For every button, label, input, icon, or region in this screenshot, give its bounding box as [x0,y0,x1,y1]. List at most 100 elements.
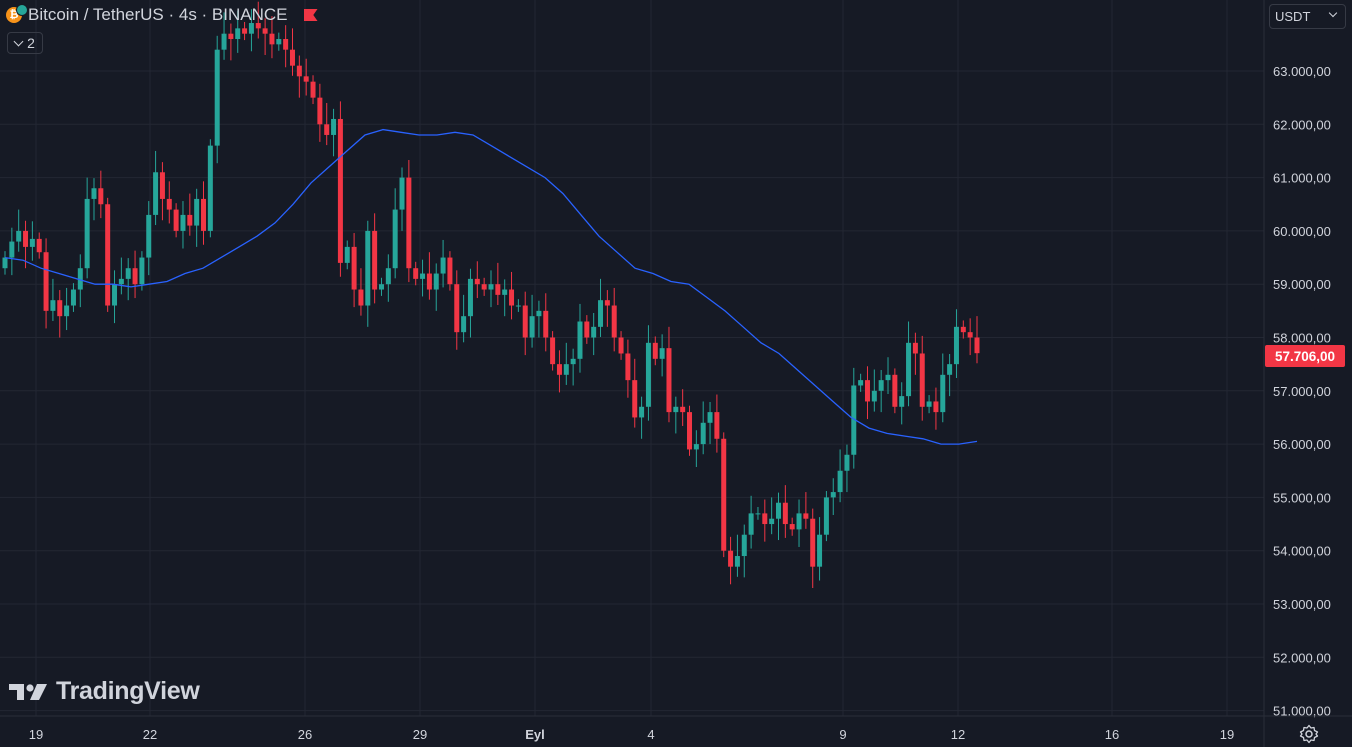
candle-up[interactable] [906,342,912,397]
candle-up[interactable] [64,305,70,317]
candle-down[interactable] [522,305,528,338]
candle-down[interactable] [474,278,480,285]
candle-down[interactable] [687,412,693,450]
candle-up[interactable] [344,246,350,263]
candle-up[interactable] [871,390,877,402]
candle-up[interactable] [755,513,761,515]
candle-down[interactable] [728,550,734,567]
flag-icon[interactable] [303,9,318,21]
candle-up[interactable] [153,172,159,215]
candle-up[interactable] [775,502,781,519]
candle-up[interactable] [741,534,747,557]
candle-up[interactable] [598,300,604,327]
candle-up[interactable] [248,23,254,34]
candle-up[interactable] [940,374,946,413]
candle-up[interactable] [878,380,884,391]
candle-up[interactable] [577,321,583,359]
candle-up[interactable] [50,300,56,311]
candle-down[interactable] [36,238,42,253]
candle-up[interactable] [796,513,802,530]
candle-down[interactable] [23,230,29,247]
candle-down[interactable] [550,337,556,365]
candle-up[interactable] [502,289,508,295]
candle-up[interactable] [830,492,836,498]
candle-down[interactable] [159,172,165,199]
candle-up[interactable] [112,284,118,306]
candle-up[interactable] [817,534,823,567]
candle-up[interactable] [844,454,850,471]
candle-up[interactable] [563,364,569,375]
candle-up[interactable] [235,28,241,40]
indicator-legend-toggle[interactable]: 2 [7,32,43,54]
candle-up[interactable] [645,342,651,407]
candle-down[interactable] [358,289,364,306]
candle-up[interactable] [214,49,220,146]
candle-down[interactable] [283,39,289,50]
candle-down[interactable] [296,65,302,77]
candle-down[interactable] [201,198,207,231]
candle-up[interactable] [536,310,542,317]
candle-down[interactable] [481,284,487,290]
candle-down[interactable] [351,246,357,290]
candle-down[interactable] [933,401,939,413]
candle-down[interactable] [337,118,343,263]
candle-down[interactable] [625,353,631,381]
candle-up[interactable] [748,513,754,535]
candle-down[interactable] [454,284,460,333]
candle-down[interactable] [317,97,323,125]
candle-down[interactable] [967,332,973,338]
candle-down[interactable] [255,23,261,29]
candle-down[interactable] [652,342,658,359]
candle-up[interactable] [2,257,8,269]
candle-up[interactable] [399,177,405,210]
candle-down[interactable] [413,268,419,279]
candle-up[interactable] [365,230,371,306]
candle-down[interactable] [269,33,275,45]
candle-down[interactable] [187,214,193,226]
candle-down[interactable] [864,380,870,402]
candle-down[interactable] [632,380,638,418]
candle-up[interactable] [84,198,90,269]
candle-up[interactable] [331,118,337,135]
candle-up[interactable] [207,145,213,231]
candle-up[interactable] [461,316,467,333]
candle-down[interactable] [495,284,501,295]
candle-down[interactable] [372,230,378,290]
candle-up[interactable] [488,284,494,290]
candle-up[interactable] [769,518,775,525]
currency-select[interactable]: USDT [1269,4,1346,29]
candle-down[interactable] [447,257,453,285]
candle-down[interactable] [960,326,966,333]
settings-icon[interactable] [1299,724,1319,744]
candle-down[interactable] [406,177,412,269]
candle-up[interactable] [947,364,953,375]
candle-down[interactable] [132,268,138,285]
candle-up[interactable] [29,238,35,247]
candle-down[interactable] [618,337,624,354]
candle-up[interactable] [693,444,699,450]
candle-down[interactable] [714,412,720,439]
candle-down[interactable] [666,348,672,413]
candle-up[interactable] [146,214,152,258]
candle-up[interactable] [529,316,535,338]
candle-down[interactable] [43,252,49,311]
candle-up[interactable] [433,273,439,290]
candle-down[interactable] [762,513,768,525]
candle-up[interactable] [118,278,124,285]
candle-down[interactable] [173,209,179,231]
candle-up[interactable] [16,230,22,242]
candle-down[interactable] [789,524,795,530]
candle-up[interactable] [385,268,391,285]
candle-up[interactable] [467,278,473,317]
candle-up[interactable] [91,188,97,199]
candle-down[interactable] [262,28,268,34]
candle-down[interactable] [556,364,562,375]
candle-up[interactable] [194,198,200,226]
candle-up[interactable] [221,33,227,50]
tradingview-logo[interactable]: TradingView [9,676,200,706]
candle-up[interactable] [837,470,843,493]
candle-down[interactable] [919,353,925,407]
candle-up[interactable] [139,257,145,285]
candle-up[interactable] [276,39,282,45]
